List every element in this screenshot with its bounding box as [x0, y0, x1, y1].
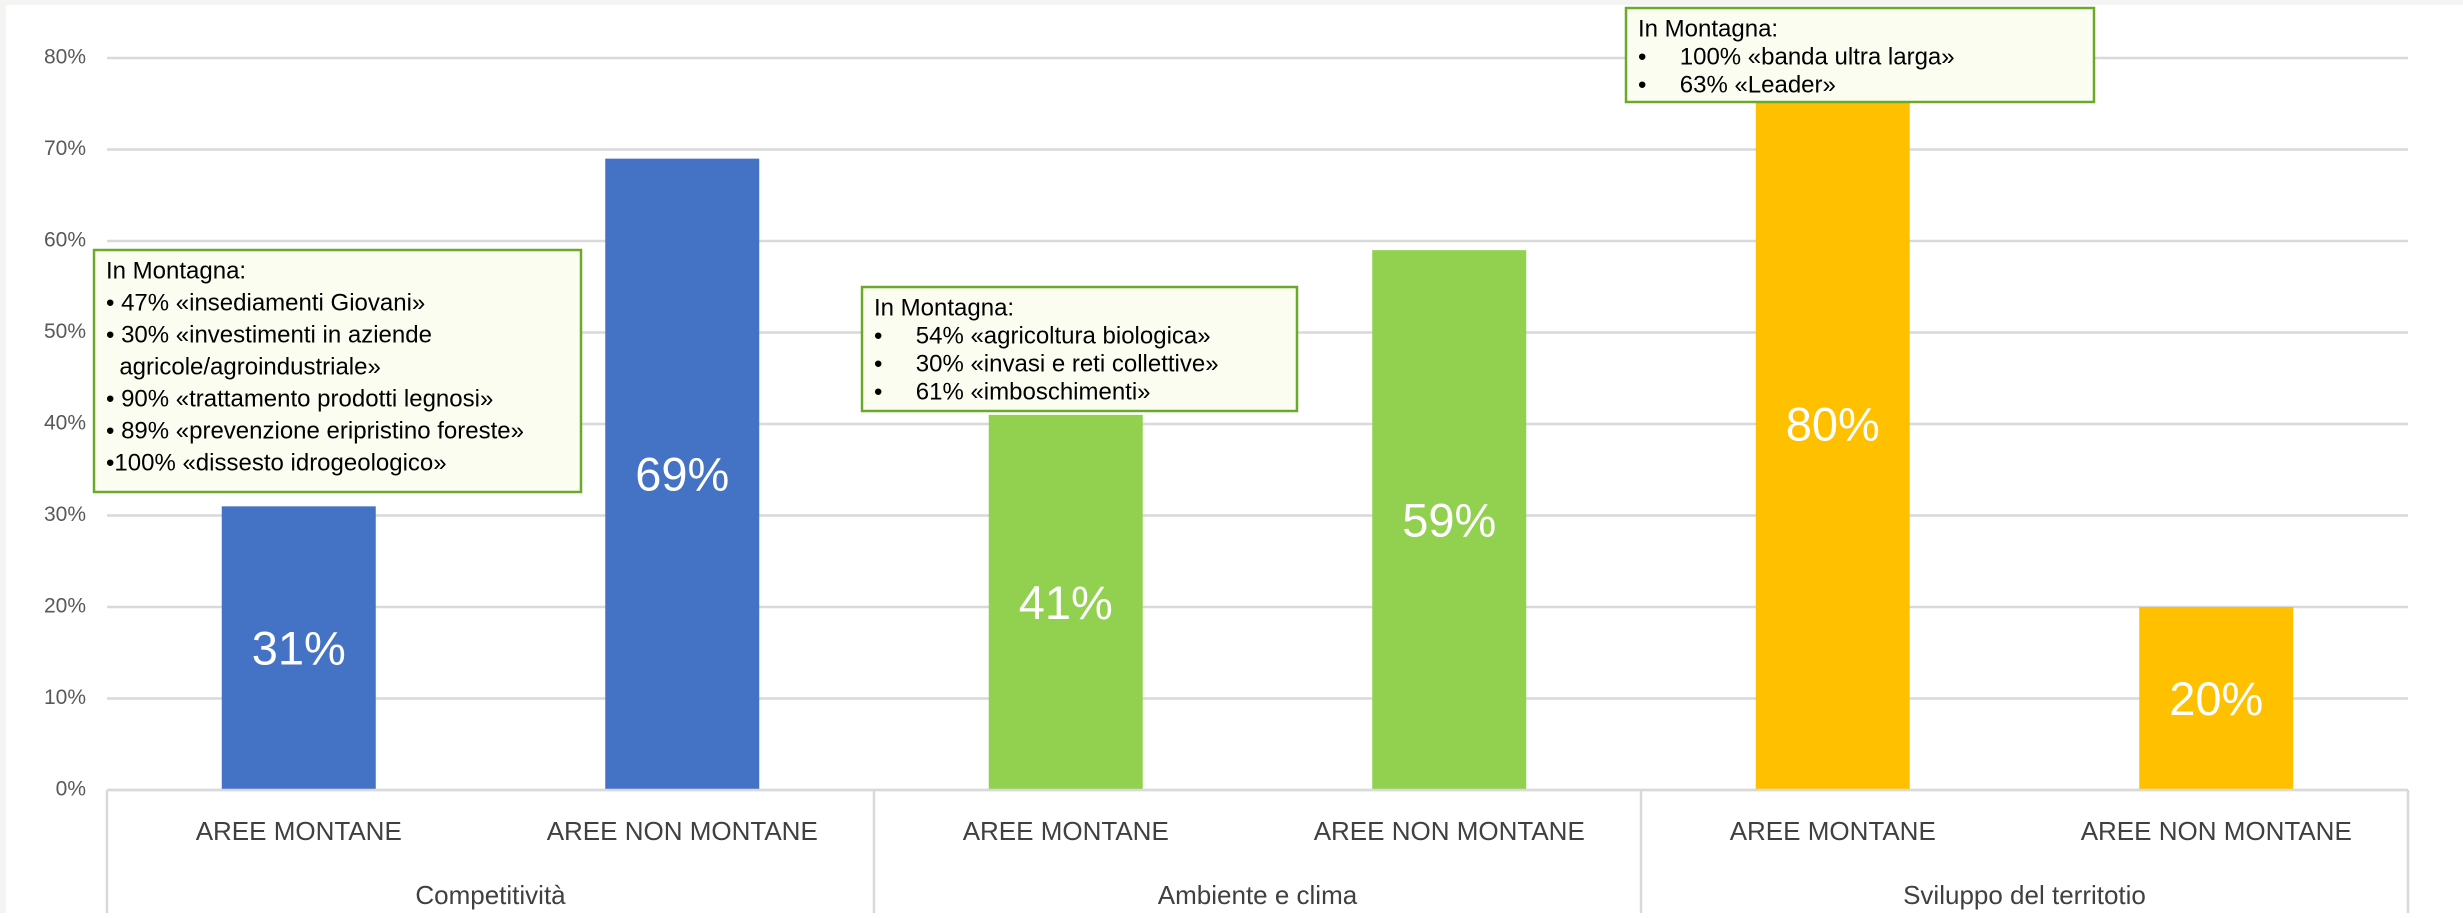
value-label: 59% — [1402, 493, 1496, 546]
x-tick-label: AREE NON MONTANE — [1314, 816, 1585, 846]
x-tick-label: AREE MONTANE — [963, 816, 1169, 846]
group-label: Competitività — [415, 880, 566, 910]
bar — [221, 506, 376, 790]
y-tick-label: 20% — [44, 595, 86, 618]
value-label: 80% — [1786, 397, 1880, 450]
value-label: 41% — [1019, 576, 1113, 629]
bar — [605, 158, 760, 790]
annotation-box — [1624, 6, 2096, 104]
y-tick-label: 30% — [44, 503, 86, 526]
annotation-line: • 47% «insediamenti Giovani» — [106, 289, 425, 316]
x-tick-label: AREE MONTANE — [1730, 816, 1936, 846]
group-label: Sviluppo del territotio — [1903, 880, 2146, 910]
annotation-line: •100% «dissesto idrogeologico» — [106, 449, 447, 476]
annotation-line: • 90% «trattamento prodotti legnosi» — [106, 385, 493, 412]
bar — [2139, 607, 2294, 790]
bar — [1372, 250, 1527, 790]
y-tick-label: 70% — [44, 137, 86, 160]
bar — [988, 414, 1143, 790]
y-tick-label: 10% — [44, 686, 86, 709]
value-label: 69% — [635, 448, 729, 501]
x-tick-label: AREE MONTANE — [196, 816, 402, 846]
x-tick-label: AREE NON MONTANE — [547, 816, 818, 846]
value-label: 20% — [2169, 672, 2263, 725]
y-tick-label: 50% — [44, 320, 86, 343]
bar — [1755, 58, 1910, 790]
annotation-line: • 30% «investimenti in aziende — [106, 321, 432, 348]
annotation-line: In Montagna: — [874, 294, 1014, 321]
value-label: 31% — [252, 622, 346, 675]
annotation-line: • 30% «invasi e reti collettive» — [874, 350, 1219, 377]
annotation-line: • 100% «banda ultra larga» — [1638, 43, 1955, 70]
annotation-line: • 89% «prevenzione eripristino foreste» — [106, 417, 524, 444]
annotation-line: In Montagna: — [1638, 15, 1778, 42]
annotation-line: • 63% «Leader» — [1638, 71, 1836, 98]
annotation-box — [92, 248, 583, 494]
annotation-line: • 54% «agricoltura biologica» — [874, 322, 1211, 349]
x-tick-label: AREE NON MONTANE — [2081, 816, 2352, 846]
annotation-line: In Montagna: — [106, 257, 246, 284]
y-tick-label: 60% — [44, 229, 86, 252]
y-tick-label: 80% — [44, 46, 86, 69]
group-label: Ambiente e clima — [1158, 880, 1358, 910]
y-tick-label: 40% — [44, 412, 86, 435]
annotation-box — [860, 285, 1299, 413]
annotation-line: • 61% «imboschimenti» — [874, 378, 1151, 405]
y-tick-label: 0% — [56, 778, 86, 801]
annotation-line: agricole/agroindustriale» — [106, 353, 381, 380]
